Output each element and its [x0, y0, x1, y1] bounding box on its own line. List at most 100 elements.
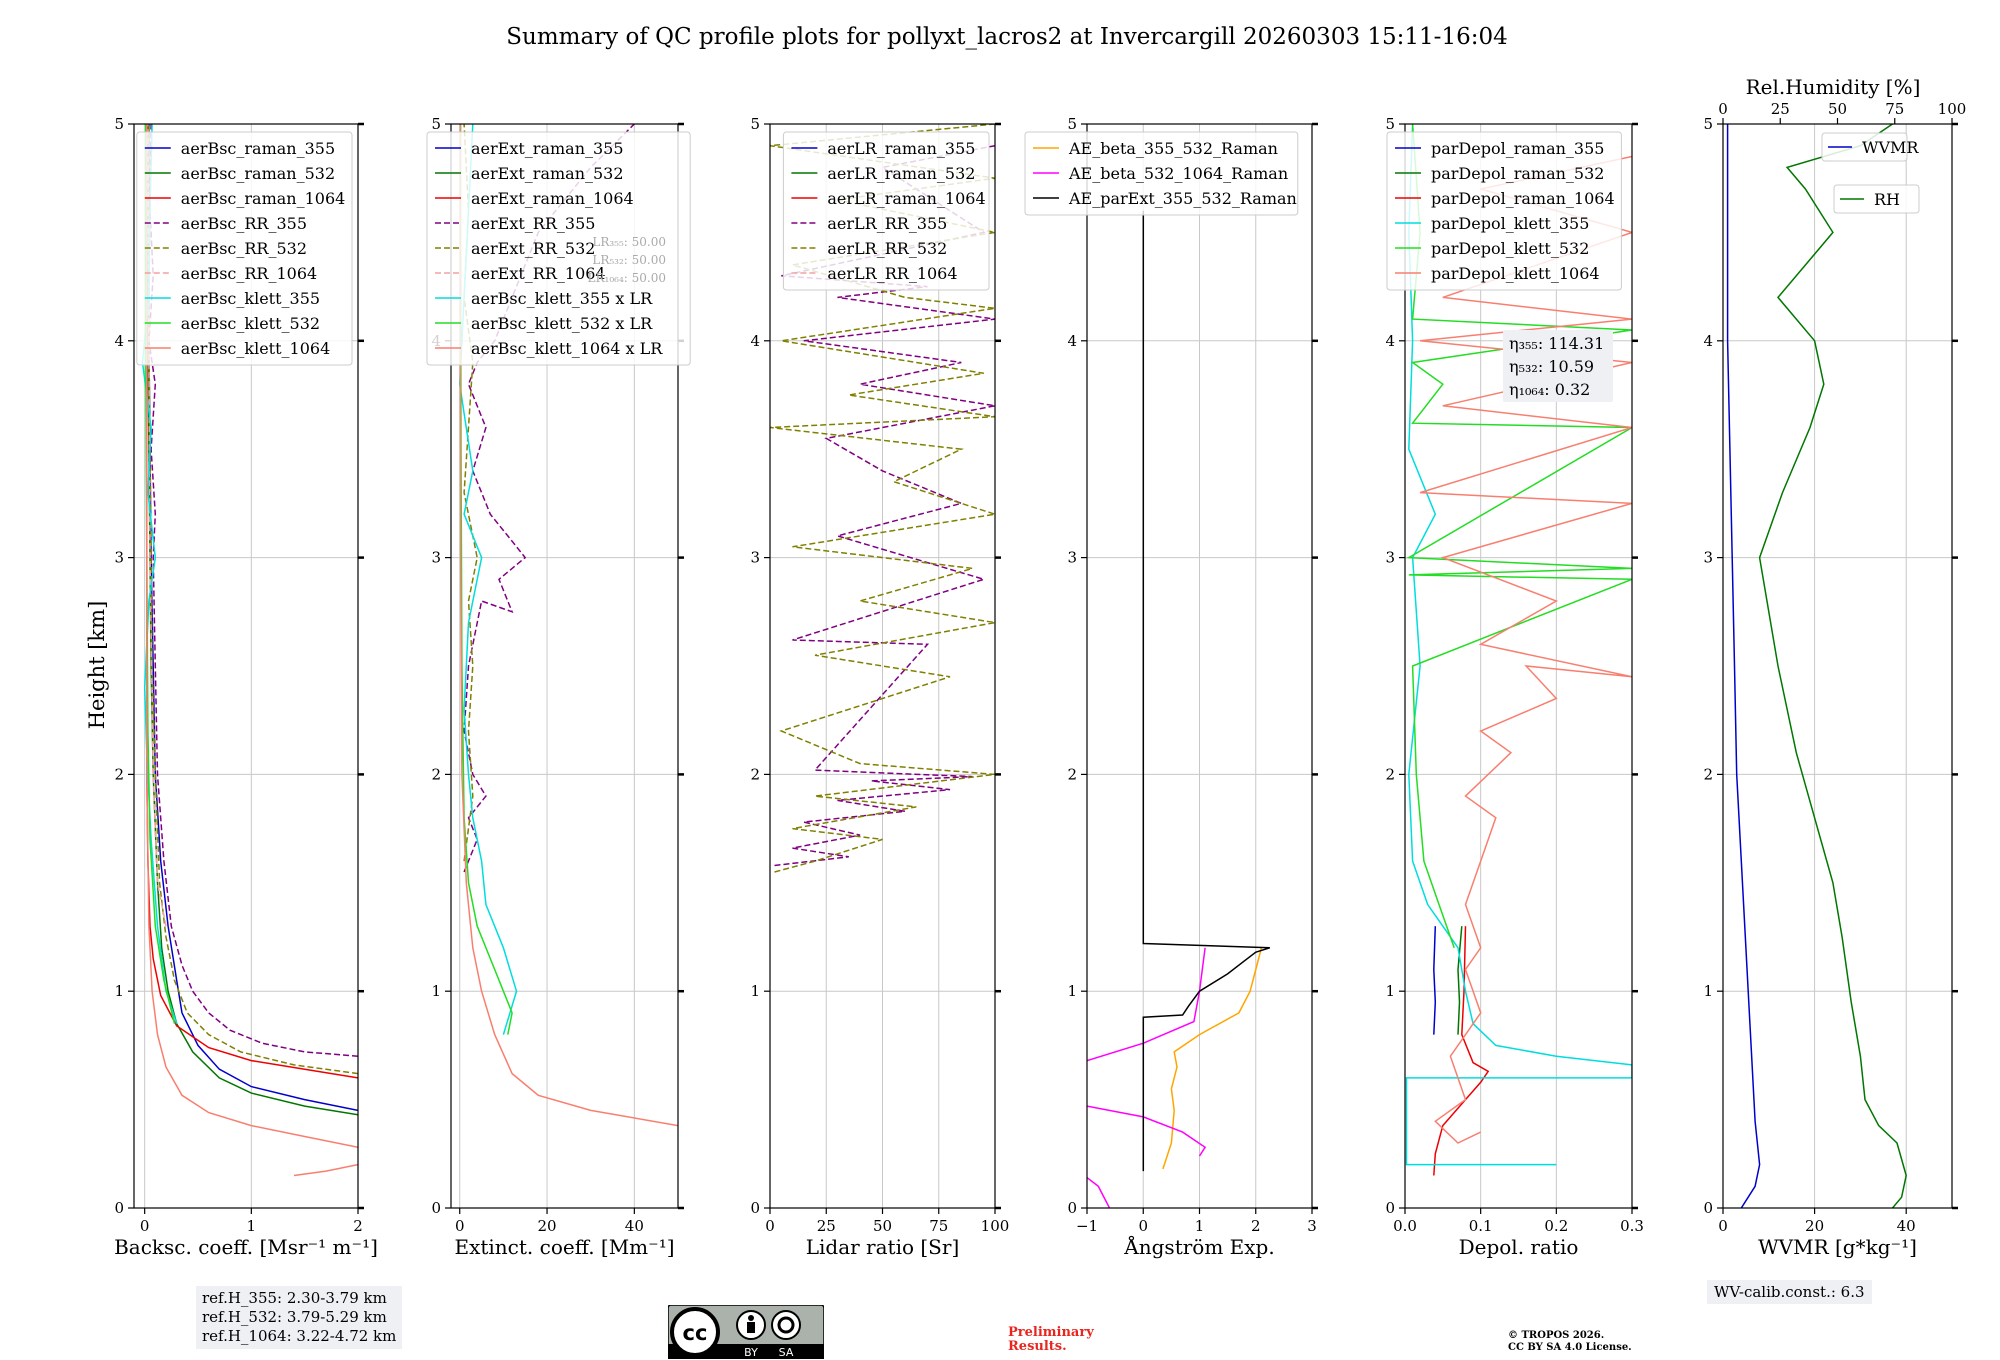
- panel-wv: 0 20 40 0 1 2 3 4 5 WVMR [g*kg⁻¹] 0 25 50 75 100 WVMR RH: [1703, 100, 1966, 1259]
- y-tick-label: 2: [1385, 765, 1395, 783]
- y-tick-label: 5: [1067, 115, 1077, 133]
- x-axis-label: Depol. ratio: [1459, 1235, 1579, 1259]
- top-x-tick-label: 50: [1828, 100, 1847, 118]
- svg-text:BY: BY: [744, 1346, 758, 1359]
- legend-label: AE_parExt_355_532_Raman: [1068, 189, 1297, 208]
- axes-frame: [1404, 123, 1633, 1209]
- legend-label: aerBsc_klett_532: [181, 314, 320, 333]
- x-axis-label: Ångström Exp.: [1123, 1234, 1274, 1259]
- series-line-parDepol_raman_1064: [1433, 926, 1490, 1176]
- x-tick-label: 0: [1138, 1217, 1148, 1235]
- legend-box: [136, 131, 353, 366]
- legend-label: WVMR: [1862, 138, 1919, 157]
- legend-label: aerLR_raman_355: [827, 139, 975, 158]
- y-tick-label: 2: [1067, 765, 1077, 783]
- legend-label: aerExt_raman_355: [471, 139, 624, 158]
- copyright-note: © TROPOS 2026. CC BY SA 4.0 License.: [1508, 1330, 1632, 1353]
- x-axis-label: Backsc. coeff. [Msr⁻¹ m⁻¹]: [114, 1235, 378, 1259]
- legend-label: parDepol_raman_1064: [1431, 189, 1615, 208]
- lr-note: LR₁₀₆₄: 50.00: [588, 271, 666, 285]
- x-tick-label: 40: [625, 1217, 644, 1235]
- series-line-parDepol_raman_355: [1433, 926, 1437, 1035]
- y-tick-label: 0: [1385, 1199, 1395, 1217]
- legend-label: aerBsc_raman_532: [181, 164, 335, 183]
- y-tick-label: 3: [1703, 549, 1713, 567]
- legend-label: aerBsc_RR_355: [181, 214, 307, 233]
- legend-label: aerExt_raman_1064: [471, 189, 634, 208]
- y-tick-label: 5: [114, 115, 124, 133]
- series-line-WVMR: [1726, 124, 1761, 1208]
- x-tick-label: 20: [537, 1217, 556, 1235]
- panel-lr: 0 25 50 75 100 0 1 2 3 4 5 Lidar ratio [Sr] aerLR_ra…: [750, 115, 1009, 1259]
- series-line-aerBsc_klett_1064: [146, 124, 358, 1149]
- series-line-aerBsc_RR_532: [148, 124, 358, 1075]
- legend-label: aerLR_RR_1064: [827, 264, 957, 283]
- y-tick-label: 3: [431, 549, 441, 567]
- legend-label: RH: [1874, 190, 1900, 209]
- x-tick-label: 0: [765, 1217, 775, 1235]
- legend-label: AE_beta_532_1064_Raman: [1068, 164, 1288, 183]
- legend-label: aerBsc_klett_532 x LR: [471, 314, 653, 333]
- legend-RH: RH: [1833, 184, 1920, 214]
- legend-label: aerBsc_raman_355: [181, 139, 335, 158]
- x-tick-label: 0.1: [1469, 1217, 1493, 1235]
- legend-label: aerLR_raman_532: [827, 164, 975, 183]
- series-line-parDepol_raman_532: [1457, 926, 1463, 1035]
- x-tick-label: 75: [929, 1217, 948, 1235]
- legend-label: aerExt_raman_532: [471, 164, 624, 183]
- figure-title: Summary of QC profile plots for pollyxt_…: [506, 24, 1507, 50]
- legend-label: aerExt_RR_1064: [471, 264, 606, 283]
- x-axis-label: Extinct. coeff. [Mm⁻¹]: [454, 1235, 674, 1259]
- legend-label: aerBsc_raman_1064: [181, 189, 346, 208]
- y-tick-label: 3: [750, 549, 760, 567]
- legend-label: parDepol_raman_355: [1431, 139, 1604, 158]
- y-tick-label: 0: [431, 1199, 441, 1217]
- x-tick-label: 1: [1195, 1217, 1205, 1235]
- top-x-tick-label: 25: [1771, 100, 1790, 118]
- series-line-aerBsc_raman_532: [147, 124, 358, 1116]
- series-line-AE_parExt_355_532_Raman: [1142, 210, 1271, 1172]
- preliminary-note: Preliminary Results.: [1008, 1325, 1094, 1354]
- y-tick-label: 2: [431, 765, 441, 783]
- top-x-tick-label: 75: [1885, 100, 1904, 118]
- y-tick-label: 0: [114, 1199, 124, 1217]
- legend-label: aerBsc_klett_355 x LR: [471, 289, 653, 308]
- y-tick-label: 4: [750, 332, 760, 350]
- y-tick-label: 4: [114, 332, 124, 350]
- x-tick-label: 25: [817, 1217, 836, 1235]
- ref-height-1064: ref.H_1064: 3.22-4.72 km: [202, 1327, 397, 1345]
- eta-note: η₅₃₂: 10.59: [1509, 357, 1594, 376]
- svg-text:SA: SA: [779, 1346, 794, 1359]
- series-line-segment-9: [293, 1163, 358, 1177]
- legend-label: parDepol_raman_532: [1431, 164, 1604, 183]
- sa-icon: [771, 1310, 801, 1340]
- legend-label: aerBsc_RR_1064: [181, 264, 317, 283]
- x-tick-label: 0.0: [1393, 1217, 1417, 1235]
- axes-frame: [133, 123, 359, 1209]
- y-tick-label: 4: [1385, 332, 1395, 350]
- eta-note: η₃₅₅: 114.31: [1509, 334, 1604, 353]
- y-tick-label: 5: [1703, 115, 1713, 133]
- legend: parDepol_raman_355 parDepol_raman_532 parD…: [1386, 131, 1622, 291]
- y-tick-label: 2: [750, 765, 760, 783]
- legend-box: [1833, 184, 1920, 214]
- x-tick-label: 3: [1307, 1217, 1317, 1235]
- eta-note: η₁₀₆₄: 0.32: [1509, 380, 1590, 399]
- x-tick-label: 40: [1897, 1217, 1916, 1235]
- legend-label: aerBsc_klett_1064 x LR: [471, 339, 663, 358]
- legend-label: aerBsc_klett_1064: [181, 339, 330, 358]
- legend: aerBsc_raman_355 aerBsc_raman_532 aerBsc_r…: [136, 131, 353, 366]
- series-group: [770, 124, 995, 873]
- series-line-aerBsc_klett_1064 x LR: [459, 124, 678, 1127]
- y-tick-label: 1: [1703, 982, 1713, 1000]
- legend-box: [1024, 131, 1299, 216]
- y-tick-label: 1: [114, 982, 124, 1000]
- y-tick-label: 4: [1067, 332, 1077, 350]
- x-tick-label: 1: [247, 1217, 257, 1235]
- y-tick-label: 3: [1067, 549, 1077, 567]
- x-tick-label: 20: [1805, 1217, 1824, 1235]
- legend-box: [1386, 131, 1622, 291]
- ref-heights-box: ref.H_355: 2.30-3.79 km ref.H_532: 3.79-…: [196, 1286, 403, 1349]
- x-tick-label: 0: [1718, 1217, 1728, 1235]
